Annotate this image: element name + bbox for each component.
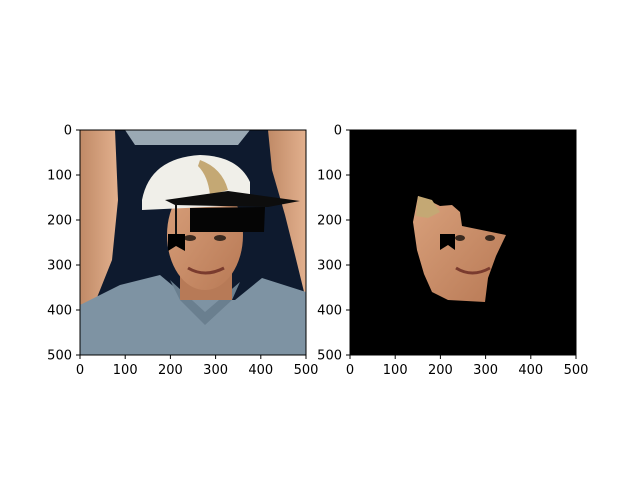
y-tick-label: 200 [317,214,342,229]
left-image-panel [80,130,306,355]
eye [214,235,226,241]
x-tick-label: 500 [294,363,319,378]
mouth [187,266,225,275]
x-tick-label: 300 [473,363,498,378]
left-axes-frame [79,129,307,356]
collar [170,280,240,325]
eye [184,235,196,241]
right-arm [268,130,306,300]
y-tick-label: 100 [317,169,342,184]
y-tick-label: 200 [47,214,72,229]
hair [198,160,228,195]
segmented-face [413,196,506,302]
y-tick-label: 400 [317,304,342,319]
x-tick-label: 300 [203,363,228,378]
right-image-panel [350,130,576,355]
x-tick-label: 400 [248,363,273,378]
x-tick-label: 100 [113,363,138,378]
mortarboard-base [190,207,265,232]
left-arm [80,130,118,305]
y-tick-label: 100 [47,169,72,184]
y-tick-label: 500 [47,349,72,364]
segmented-hair [416,196,440,218]
y-tick-label: 300 [317,259,342,274]
y-tick-label: 400 [47,304,72,319]
shirt [80,275,306,355]
x-tick-label: 200 [428,363,453,378]
y-tick-label: 0 [334,124,342,139]
x-tick-label: 0 [76,363,84,378]
x-tick-label: 400 [518,363,543,378]
y-tick-label: 300 [47,259,72,274]
x-tick-label: 200 [158,363,183,378]
y-tick-label: 500 [317,349,342,364]
trophy [125,130,250,145]
eye [485,235,495,241]
x-tick-label: 0 [346,363,354,378]
tassel [168,234,185,251]
tassel [440,234,455,250]
mouth [455,266,491,275]
y-tick-label: 0 [64,124,72,139]
right-axes-frame [349,129,577,356]
mortarboard-top [165,191,300,207]
x-tick-label: 100 [383,363,408,378]
x-tick-label: 500 [564,363,589,378]
eye [455,235,465,241]
